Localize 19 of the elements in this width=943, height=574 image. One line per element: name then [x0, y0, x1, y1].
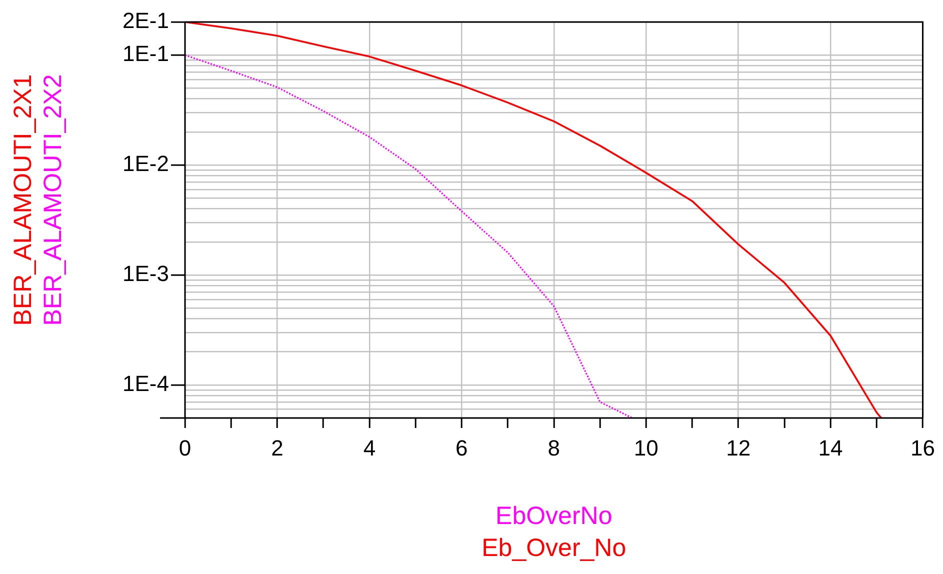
- x-tick-label: 0: [178, 435, 192, 460]
- text: EbOverNo: [496, 502, 612, 530]
- line-series: [185, 54, 634, 418]
- x-tick-label: 16: [910, 435, 936, 460]
- x-axis-title: Eb_Over_No: [482, 534, 626, 562]
- x-tick-label: 10: [634, 435, 658, 460]
- y-tick-label: 1E-4: [122, 370, 169, 396]
- y-tick-label: 1E-3: [122, 261, 169, 286]
- y-tick-label: 1E-2: [122, 151, 169, 176]
- text: BER_ALAMOUTI_2X1: [8, 74, 37, 326]
- x-tick-label: 6: [456, 435, 468, 460]
- x-tick-label: 14: [818, 435, 843, 460]
- y-tick-label: 2E-1: [122, 8, 169, 34]
- y-tick-label: 1E-1: [122, 41, 169, 66]
- x-tick-label: 12: [726, 435, 751, 460]
- x-tick-label: 8: [548, 435, 560, 460]
- text: BER_ALAMOUTI_2X2: [38, 74, 67, 326]
- x-tick-label: 4: [363, 435, 376, 460]
- x-tick-label: 2: [271, 435, 284, 460]
